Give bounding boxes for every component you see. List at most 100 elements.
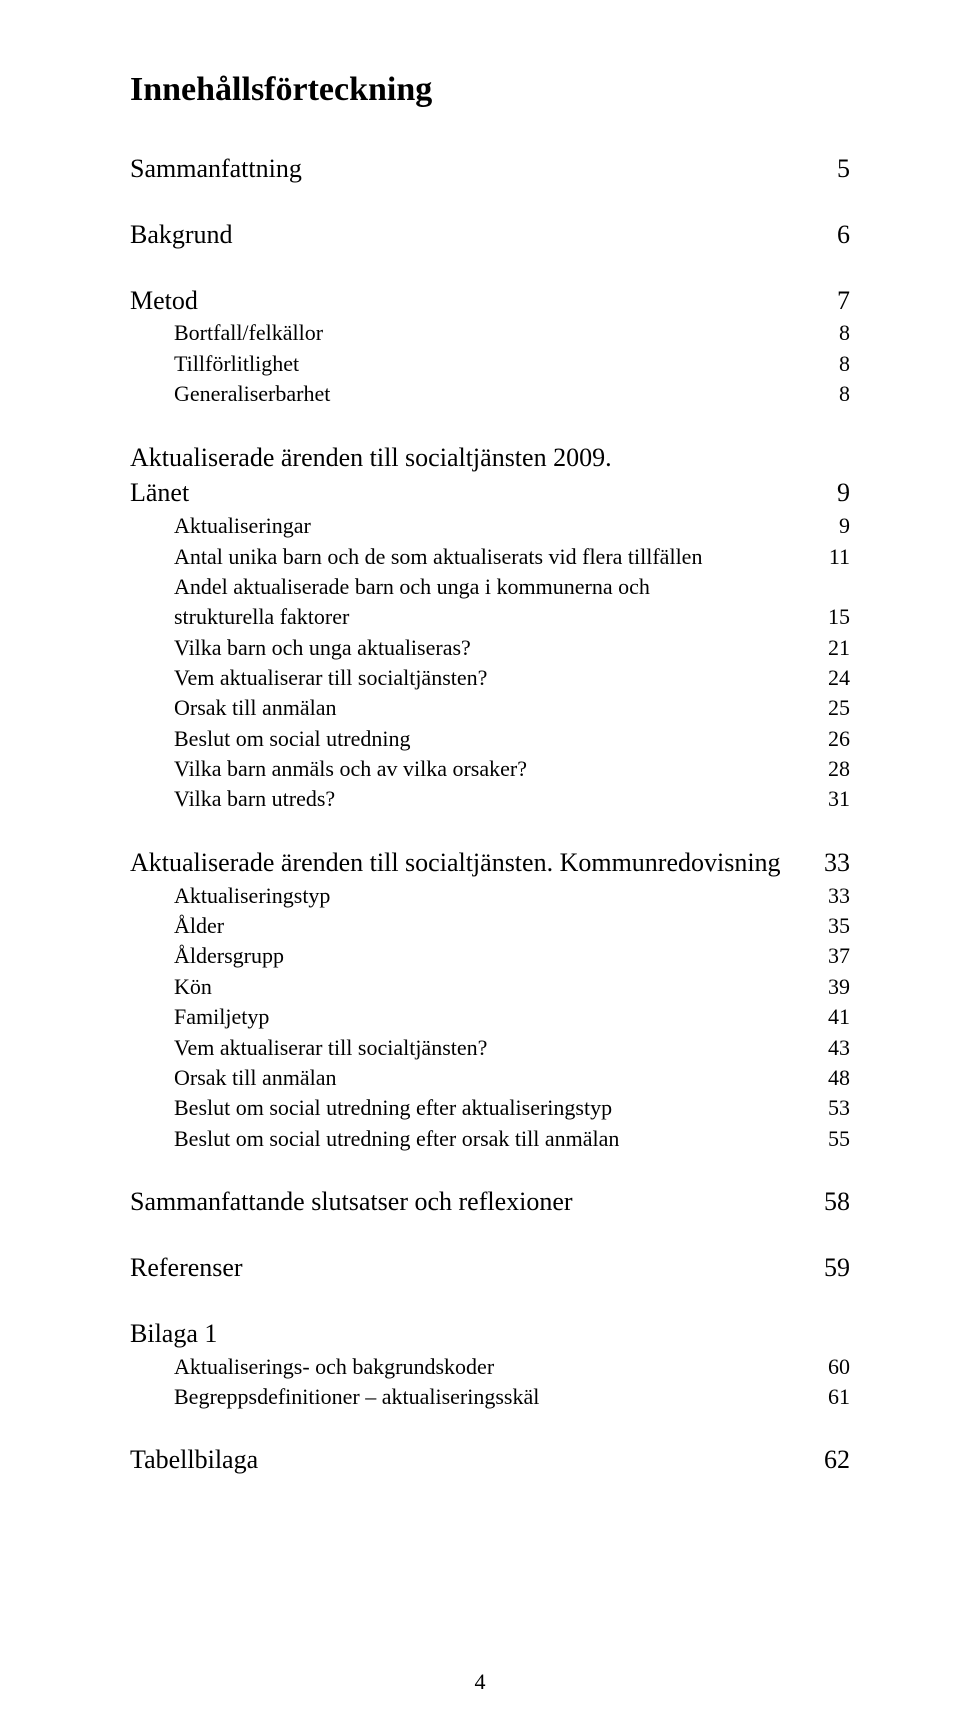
table-of-contents: Sammanfattning5Bakgrund6Metod7Bortfall/f… xyxy=(130,151,850,1478)
toc-label: Tabellbilaga xyxy=(130,1442,808,1478)
toc-label: Begreppsdefinitioner – aktualiseringsskä… xyxy=(174,1382,812,1412)
toc-label: Beslut om social utredning efter aktuali… xyxy=(174,1093,812,1123)
toc-label: Sammanfattande slutsatser och reflexione… xyxy=(130,1184,808,1220)
toc-row: Tabellbilaga62 xyxy=(130,1442,850,1478)
toc-page-number: 7 xyxy=(821,283,850,319)
toc-label: Generaliserbarhet xyxy=(174,379,823,409)
toc-row: Vem aktualiserar till socialtjänsten?24 xyxy=(130,663,850,693)
toc-label: Aktualiseringar xyxy=(174,511,823,541)
toc-label: Tillförlitlighet xyxy=(174,349,823,379)
toc-row: Sammanfattning5 xyxy=(130,151,850,187)
toc-row: Sammanfattande slutsatser och reflexione… xyxy=(130,1184,850,1220)
toc-row: strukturella faktorer15 xyxy=(130,602,850,632)
toc-label: Vem aktualiserar till socialtjänsten? xyxy=(174,663,812,693)
toc-page-number: 59 xyxy=(808,1250,850,1286)
toc-row: Aktualiserings- och bakgrundskoder60 xyxy=(130,1352,850,1382)
toc-row: Vilka barn utreds?31 xyxy=(130,784,850,814)
toc-label: Åldersgrupp xyxy=(174,941,812,971)
toc-row: Aktualiseringar9 xyxy=(130,511,850,541)
toc-row: Metod7 xyxy=(130,283,850,319)
toc-label: strukturella faktorer xyxy=(174,602,812,632)
toc-page-number: 39 xyxy=(812,972,850,1002)
toc-row: Generaliserbarhet8 xyxy=(130,379,850,409)
toc-row: Familjetyp41 xyxy=(130,1002,850,1032)
toc-page-number: 33 xyxy=(808,845,850,881)
toc-label: Aktualiserade ärenden till socialtjänste… xyxy=(130,440,834,476)
toc-label: Länet xyxy=(130,475,821,511)
toc-page-number: 24 xyxy=(812,663,850,693)
toc-label: Aktualiserings- och bakgrundskoder xyxy=(174,1352,812,1382)
toc-page-number: 53 xyxy=(812,1093,850,1123)
toc-label: Andel aktualiserade barn och unga i komm… xyxy=(174,572,834,602)
toc-row: Tillförlitlighet8 xyxy=(130,349,850,379)
toc-label: Vem aktualiserar till socialtjänsten? xyxy=(174,1033,812,1063)
toc-page-number: 5 xyxy=(821,151,850,187)
toc-label: Familjetyp xyxy=(174,1002,812,1032)
toc-row: Bakgrund6 xyxy=(130,217,850,253)
toc-page-number: 8 xyxy=(823,349,850,379)
toc-label: Referenser xyxy=(130,1250,808,1286)
toc-label: Vilka barn utreds? xyxy=(174,784,812,814)
toc-label: Bilaga 1 xyxy=(130,1316,834,1352)
toc-label: Kön xyxy=(174,972,812,1002)
toc-page-number: 60 xyxy=(812,1352,850,1382)
toc-label: Vilka barn anmäls och av vilka orsaker? xyxy=(174,754,812,784)
toc-row: Länet9 xyxy=(130,475,850,511)
toc-page-number: 58 xyxy=(808,1184,850,1220)
toc-row: Vem aktualiserar till socialtjänsten?43 xyxy=(130,1033,850,1063)
page-number: 4 xyxy=(0,1669,960,1695)
toc-label: Aktualiseringstyp xyxy=(174,881,812,911)
toc-label: Orsak till anmälan xyxy=(174,1063,812,1093)
toc-row: Beslut om social utredning26 xyxy=(130,724,850,754)
toc-page-number: 21 xyxy=(812,633,850,663)
toc-page-number: 6 xyxy=(821,217,850,253)
toc-label: Ålder xyxy=(174,911,812,941)
toc-page-number: 48 xyxy=(812,1063,850,1093)
toc-row: Beslut om social utredning efter orsak t… xyxy=(130,1124,850,1154)
toc-row: Kön39 xyxy=(130,972,850,1002)
toc-row: Åldersgrupp37 xyxy=(130,941,850,971)
toc-page-number: 35 xyxy=(812,911,850,941)
toc-row: Andel aktualiserade barn och unga i komm… xyxy=(130,572,850,602)
toc-label: Beslut om social utredning efter orsak t… xyxy=(174,1124,812,1154)
toc-label: Vilka barn och unga aktualiseras? xyxy=(174,633,812,663)
toc-row: Vilka barn anmäls och av vilka orsaker?2… xyxy=(130,754,850,784)
toc-label: Bakgrund xyxy=(130,217,821,253)
toc-row: Beslut om social utredning efter aktuali… xyxy=(130,1093,850,1123)
toc-page-number: 61 xyxy=(812,1382,850,1412)
toc-label: Beslut om social utredning xyxy=(174,724,812,754)
toc-row: Aktualiserade ärenden till socialtjänste… xyxy=(130,845,850,881)
toc-page-number: 9 xyxy=(823,511,850,541)
toc-row: Aktualiseringstyp33 xyxy=(130,881,850,911)
toc-page-number: 43 xyxy=(812,1033,850,1063)
toc-label: Orsak till anmälan xyxy=(174,693,812,723)
toc-row: Antal unika barn och de som aktualiserat… xyxy=(130,542,850,572)
toc-page-number: 55 xyxy=(812,1124,850,1154)
toc-page-number: 8 xyxy=(823,379,850,409)
toc-label: Metod xyxy=(130,283,821,319)
toc-page-number: 62 xyxy=(808,1442,850,1478)
toc-row: Orsak till anmälan25 xyxy=(130,693,850,723)
toc-row: Ålder35 xyxy=(130,911,850,941)
toc-row: Vilka barn och unga aktualiseras?21 xyxy=(130,633,850,663)
toc-row: Bilaga 1 xyxy=(130,1316,850,1352)
page-title: Innehållsförteckning xyxy=(130,70,850,111)
toc-page-number: 9 xyxy=(821,475,850,511)
toc-label: Sammanfattning xyxy=(130,151,821,187)
toc-label: Aktualiserade ärenden till socialtjänste… xyxy=(130,845,808,881)
toc-row: Referenser59 xyxy=(130,1250,850,1286)
toc-page-number: 26 xyxy=(812,724,850,754)
toc-page-number: 11 xyxy=(813,542,850,572)
toc-label: Antal unika barn och de som aktualiserat… xyxy=(174,542,813,572)
toc-row: Bortfall/felkällor8 xyxy=(130,318,850,348)
toc-page-number: 31 xyxy=(812,784,850,814)
toc-page-number: 33 xyxy=(812,881,850,911)
toc-row: Begreppsdefinitioner – aktualiseringsskä… xyxy=(130,1382,850,1412)
toc-row: Aktualiserade ärenden till socialtjänste… xyxy=(130,440,850,476)
page: Innehållsförteckning Sammanfattning5Bakg… xyxy=(0,0,960,1735)
toc-page-number: 28 xyxy=(812,754,850,784)
toc-page-number: 37 xyxy=(812,941,850,971)
toc-page-number: 41 xyxy=(812,1002,850,1032)
toc-page-number: 25 xyxy=(812,693,850,723)
toc-label: Bortfall/felkällor xyxy=(174,318,823,348)
